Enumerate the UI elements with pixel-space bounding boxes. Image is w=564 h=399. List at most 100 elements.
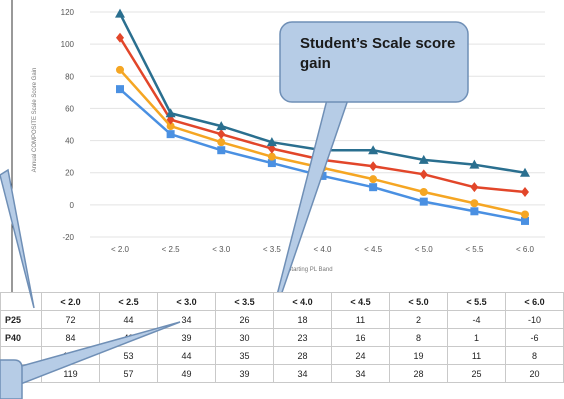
data-point [116, 65, 124, 74]
callout-pointer [277, 87, 354, 292]
y-tick-label: 120 [61, 8, 75, 17]
table-header-cell: < 5.5 [447, 292, 506, 311]
data-point [418, 154, 429, 164]
data-point [369, 175, 378, 184]
table-cell: 8 [389, 328, 448, 347]
table-cell: 8 [505, 346, 564, 365]
table-cell: 24 [331, 346, 390, 365]
table-header-cell: < 5.0 [389, 292, 448, 311]
table-row: 119 57 49 39 34 34 28 25 20 [0, 364, 564, 383]
table-cell: 28 [389, 364, 448, 383]
table-header-cell: < 6.0 [505, 292, 564, 311]
table-cell: 23 [273, 328, 332, 347]
table-cell: -6 [505, 328, 564, 347]
data-point [266, 137, 277, 147]
table-cell: 104 [41, 346, 100, 365]
x-tick-label: < 2.5 [162, 245, 181, 254]
data-point [217, 129, 226, 140]
x-tick-label: < 3.5 [263, 245, 282, 254]
data-point [521, 216, 529, 225]
y-tick-label: 40 [65, 137, 74, 146]
x-tick-labels: < 2.0 < 2.5 < 3.0 < 3.5 < 4.0 < 4.5 < 5.0 < 5.5… [111, 245, 535, 254]
data-point [419, 169, 428, 180]
table-header-cell [0, 292, 42, 311]
table-row: P40 84 49 39 30 23 16 8 1 -6 [0, 328, 564, 347]
row-label [0, 346, 42, 365]
y-tick-label: 0 [70, 201, 75, 210]
callout-label: Student’s Scale score gain [300, 35, 456, 72]
y-tick-label: 80 [65, 72, 74, 81]
table-cell: 20 [505, 364, 564, 383]
table-header-row: < 2.0 < 2.5 < 3.0 < 3.5 < 4.0 < 4.5 < 5.… [0, 292, 564, 311]
data-point [470, 199, 479, 208]
table-header-cell: < 4.5 [331, 292, 390, 311]
data-point [419, 188, 428, 196]
data-point [267, 152, 276, 161]
table-cell: 35 [215, 346, 274, 365]
data-point [217, 146, 226, 155]
data-point [368, 145, 379, 155]
table-cell: 30 [215, 328, 274, 347]
table-cell: 34 [273, 364, 332, 383]
table-cell: 49 [157, 364, 216, 383]
x-tick-label: < 5.0 [415, 245, 434, 254]
data-point [470, 207, 479, 216]
table-cell: 19 [389, 346, 448, 365]
data-point [267, 159, 276, 168]
table-cell: 49 [99, 328, 158, 347]
table-cell: 44 [157, 346, 216, 365]
row-label: P40 [0, 328, 42, 347]
table-cell: 2 [389, 310, 448, 329]
table-cell: 1 [447, 328, 506, 347]
data-point [216, 121, 227, 131]
data-point [217, 138, 226, 147]
y-tick-label: 100 [61, 40, 75, 49]
x-tick-label: < 4.0 [313, 245, 332, 254]
data-point [469, 159, 480, 169]
table-cell: -4 [447, 310, 506, 329]
data-point [521, 187, 529, 197]
table-cell: 26 [215, 310, 274, 329]
table-cell: 39 [215, 364, 274, 383]
data-point [521, 210, 529, 219]
data-point [470, 182, 479, 193]
table-cell: 119 [41, 364, 100, 383]
table-cell: 72 [41, 310, 100, 329]
table-cell: 84 [41, 328, 100, 347]
table-header-cell: < 4.0 [273, 292, 332, 311]
table-cell: 34 [157, 310, 216, 329]
table-cell: 28 [273, 346, 332, 365]
table-cell: 53 [99, 346, 158, 365]
table-cell: 44 [99, 310, 158, 329]
table-row: 104 53 44 35 28 24 19 11 8 [0, 346, 564, 365]
data-point [166, 122, 175, 131]
callout-bubble [277, 21, 469, 292]
table-header-cell: < 3.0 [157, 292, 216, 311]
data-point [520, 167, 530, 177]
table-cell: 11 [447, 346, 506, 365]
table-header-cell: < 3.5 [215, 292, 274, 311]
data-point [419, 197, 428, 206]
y-tick-label: -20 [62, 233, 74, 242]
x-tick-label: < 2.0 [111, 245, 130, 254]
table-cell: -10 [505, 310, 564, 329]
y-tick-labels: 120 100 80 60 40 20 0 -20 [61, 8, 75, 242]
x-tick-label: < 3.0 [212, 245, 231, 254]
data-point [369, 183, 378, 192]
table-row: P25 72 44 34 26 18 11 2 -4 -10 [0, 310, 564, 329]
callout-box [279, 21, 469, 103]
table-cell: 11 [331, 310, 390, 329]
table-cell: 39 [157, 328, 216, 347]
data-point [369, 161, 378, 172]
x-tick-label: < 5.5 [465, 245, 484, 254]
table-cell: 57 [99, 364, 158, 383]
y-tick-label: 20 [65, 169, 74, 178]
data-point [165, 108, 176, 118]
table-header-cell: < 2.5 [99, 292, 158, 311]
percentile-table: < 2.0 < 2.5 < 3.0 < 3.5 < 4.0 < 4.5 < 5.… [0, 292, 564, 383]
data-point [115, 8, 125, 18]
data-point [116, 32, 124, 43]
data-point [166, 130, 175, 139]
table-cell: 34 [331, 364, 390, 383]
